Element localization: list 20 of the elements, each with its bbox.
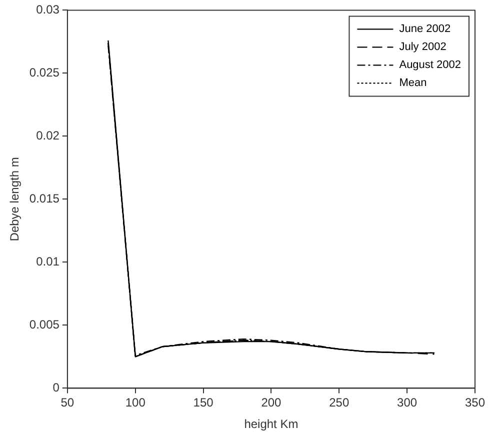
x-axis-title: height Km: [244, 417, 298, 432]
y-tick-label: 0.005: [29, 318, 60, 332]
legend-label: August 2002: [399, 59, 462, 72]
x-tick-label: 300: [397, 396, 418, 410]
x-tick-label: 250: [329, 396, 350, 410]
y-tick-label: 0.01: [36, 254, 60, 269]
legend-label: June 2002: [399, 23, 451, 36]
x-tick-label: 50: [60, 396, 74, 410]
x-tick-label: 100: [125, 396, 146, 410]
y-tick-label: 0.03: [36, 2, 60, 17]
x-tick-label: 350: [464, 396, 486, 410]
y-axis-title: Debye length m: [8, 157, 22, 242]
x-tick-label: 200: [261, 396, 282, 410]
legend-label: July 2002: [399, 41, 446, 54]
x-tick-label: 150: [193, 396, 214, 410]
y-tick-label: 0.015: [29, 192, 60, 206]
y-tick-label: 0.02: [36, 128, 60, 143]
legend-label: Mean: [399, 77, 427, 90]
y-tick-label: 0.025: [29, 66, 60, 80]
y-tick-label: 0: [52, 380, 60, 395]
